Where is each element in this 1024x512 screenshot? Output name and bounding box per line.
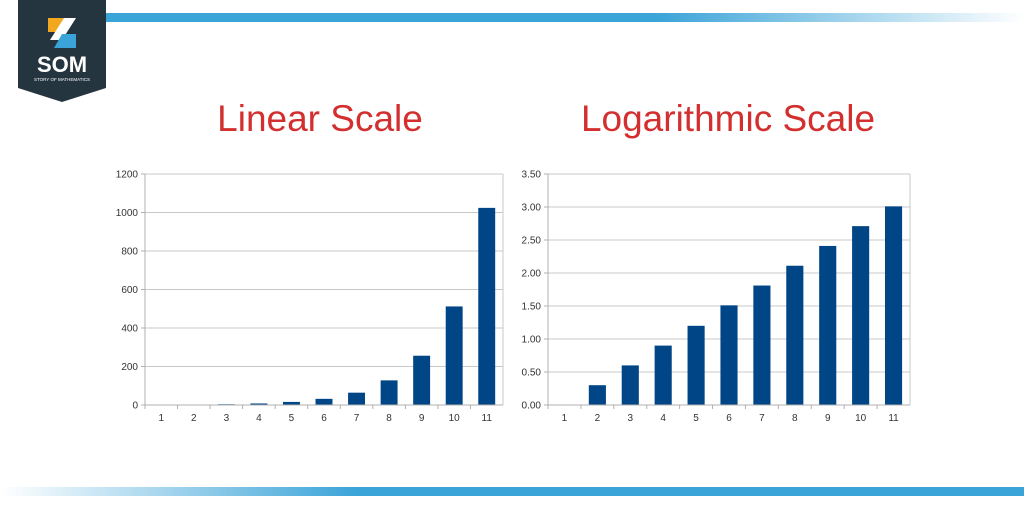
y-tick-label: 1000: [116, 208, 139, 219]
bar: [445, 306, 463, 405]
x-tick-label: 3: [627, 413, 633, 424]
x-tick-label: 7: [759, 413, 765, 424]
y-tick-label: 1.50: [522, 302, 542, 313]
bar: [621, 365, 639, 405]
x-tick-label: 5: [693, 413, 699, 424]
bar: [720, 305, 738, 405]
linear-chart-title: Linear Scale: [217, 98, 423, 139]
y-tick-label: 2.00: [522, 269, 542, 280]
bar: [884, 206, 903, 405]
x-tick-label: 4: [256, 413, 262, 424]
x-tick-label: 6: [321, 413, 327, 424]
y-tick-label: 400: [121, 324, 138, 335]
y-tick-label: 0: [132, 401, 138, 412]
top-accent-bar: [100, 13, 1024, 22]
y-tick-label: 600: [121, 285, 138, 296]
x-tick-label: 5: [289, 413, 295, 424]
x-tick-label: 1: [158, 413, 164, 424]
x-tick-label: 6: [726, 413, 732, 424]
x-tick-label: 8: [792, 413, 798, 424]
bar: [413, 355, 431, 405]
y-tick-label: 1200: [116, 170, 139, 181]
x-tick-label: 7: [354, 413, 360, 424]
bar: [687, 325, 705, 405]
x-tick-label: 3: [224, 413, 230, 424]
x-tick-label: 2: [191, 413, 197, 424]
bar: [588, 385, 606, 405]
x-tick-label: 11: [888, 413, 899, 424]
x-tick-label: 11: [482, 413, 493, 424]
y-tick-label: 3.50: [522, 170, 542, 181]
y-tick-label: 200: [121, 362, 138, 373]
bar: [786, 265, 804, 405]
y-tick-label: 2.50: [522, 236, 542, 247]
svg-text:SOM: SOM: [37, 52, 87, 77]
y-tick-label: 1.00: [522, 335, 542, 346]
log-chart: 0.00 0.50 1.00 1.50 2.00 2.50 3.00 3.50 1 2 3 4 5 6 7 8…: [522, 170, 911, 424]
bar: [852, 226, 870, 405]
bar: [315, 398, 333, 405]
bar: [348, 392, 366, 405]
y-tick-label: 0.50: [522, 368, 542, 379]
bar: [478, 207, 496, 405]
som-logo: SOM STORY OF MATHEMATICS: [18, 0, 106, 102]
bar: [380, 380, 398, 405]
bar: [250, 403, 268, 405]
y-tick-label: 3.00: [522, 203, 542, 214]
x-tick-label: 10: [855, 413, 867, 424]
x-tick-label: 9: [419, 413, 425, 424]
x-tick-label: 10: [449, 413, 461, 424]
x-tick-label: 4: [660, 413, 666, 424]
bar: [753, 285, 771, 405]
log-chart-title: Logarithmic Scale: [580, 98, 876, 139]
svg-text:STORY OF MATHEMATICS: STORY OF MATHEMATICS: [34, 77, 90, 82]
x-tick-label: 2: [595, 413, 601, 424]
y-tick-label: 0.00: [522, 401, 542, 412]
x-tick-label: 9: [825, 413, 831, 424]
x-tick-label: 1: [562, 413, 568, 424]
bar: [282, 401, 300, 405]
x-tick-label: 8: [386, 413, 392, 424]
bar: [654, 345, 672, 405]
linear-chart: 0 200 400 600 800 1000 1200 1 2 3 4 5 6 7 8 9 10 11: [116, 170, 504, 424]
bottom-accent-bar: [0, 487, 1024, 496]
y-tick-label: 800: [121, 247, 138, 258]
bar: [819, 245, 837, 405]
